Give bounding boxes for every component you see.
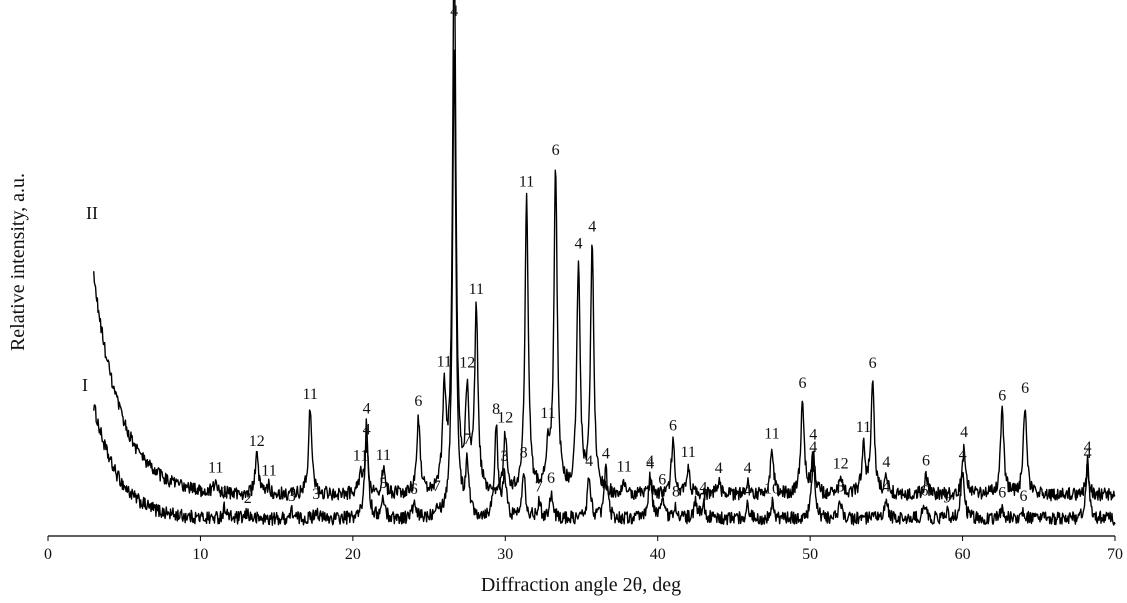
peak-label: 7 — [433, 478, 441, 495]
peak-label: 3 — [501, 448, 509, 465]
x-tick-label: 60 — [955, 546, 971, 563]
peak-label: 12 — [459, 355, 475, 372]
peak-label: 11 — [519, 174, 534, 191]
peak-label: 6 — [669, 418, 677, 435]
peak-label: 4 — [882, 479, 890, 496]
peak-label: 12 — [833, 455, 849, 472]
x-tick-label: 10 — [192, 546, 208, 563]
peak-label: 4 — [1084, 439, 1092, 456]
peak-label: 6 — [410, 481, 418, 498]
peak-label: 4 — [602, 446, 610, 463]
peak-label: 4 — [699, 480, 707, 497]
peak-label: 6 — [547, 470, 555, 487]
x-axis-title: Diffraction angle 2θ, deg — [481, 574, 681, 596]
x-tick-label: 20 — [345, 546, 361, 563]
peak-label: 8 — [520, 445, 528, 462]
axes: 0 10 20 30 40 50 60 70 — [44, 535, 1123, 563]
peak-label: 11 — [376, 447, 391, 464]
peak-label: 6 — [414, 393, 422, 410]
series-label-I: I — [82, 375, 88, 395]
peak-label: 6 — [1020, 488, 1028, 505]
peak-label: 4 — [588, 219, 596, 236]
x-ticks: 0 10 20 30 40 50 60 70 — [44, 536, 1123, 563]
peak-label: 11 — [302, 386, 317, 403]
peak-label: 4 — [363, 422, 371, 439]
peak-label: 3 — [837, 479, 845, 496]
peak-label: 4 — [715, 460, 723, 477]
peak-label: 6 — [998, 388, 1006, 405]
series-label-II: II — [86, 203, 98, 223]
peak-label: 8 — [492, 401, 500, 418]
x-tick-label: 70 — [1107, 546, 1123, 563]
peak-label: 4 — [646, 455, 654, 472]
peak-label: 11 — [437, 353, 452, 370]
y-axis-title: Relative intensity, a.u. — [7, 173, 29, 351]
peak-label: 7 — [463, 431, 471, 448]
peak-label: 6 — [799, 375, 807, 392]
peak-label: 4 — [585, 453, 593, 470]
peak-label: 11 — [469, 281, 484, 298]
peak-label: 4 — [809, 427, 817, 444]
peak-label: 2 — [244, 490, 252, 507]
series-line-II — [93, 0, 1116, 502]
peak-label: 11 — [680, 444, 695, 461]
peak-label: 4 — [646, 453, 654, 470]
traces — [93, 0, 1116, 526]
peak-label: 5 — [379, 475, 387, 492]
peak-label: 4 — [882, 454, 890, 471]
peak-label: 8 — [672, 484, 680, 501]
peak-label: 10 — [764, 481, 780, 498]
peak-label: 4 — [744, 460, 752, 477]
peak-label: 3 — [288, 488, 296, 505]
peak-label: 3 — [312, 486, 320, 503]
peak-label: 1 — [221, 484, 229, 501]
peak-label: 11 — [261, 463, 276, 480]
peak-label: 11 — [540, 405, 555, 422]
peak-label: 11 — [764, 426, 779, 443]
peak-label: 4 — [363, 400, 371, 417]
x-tick-label: 50 — [802, 546, 818, 563]
peak-label: 11 — [208, 460, 223, 477]
peak-label: 4 — [960, 424, 968, 441]
peak-label: 4 — [809, 439, 817, 456]
peak-label: 6 — [552, 142, 560, 159]
peak-label: 4 — [575, 236, 583, 253]
peak-label: 7 — [535, 479, 543, 496]
peak-label: 9 — [943, 489, 951, 506]
x-tick-label: 0 — [44, 546, 52, 563]
peak-label: 6 — [869, 355, 877, 372]
peak-label: 4 — [450, 3, 458, 20]
peak-label: 6 — [998, 484, 1006, 501]
peak-label: 4 — [744, 482, 752, 499]
x-tick-label: 40 — [650, 546, 666, 563]
peak-label: 4 — [1084, 445, 1092, 462]
series-line-I — [93, 49, 1116, 526]
x-tick-label: 30 — [497, 546, 513, 563]
peak-label: 6 — [922, 452, 930, 469]
peak-label: 12 — [249, 433, 265, 450]
peak-label: 4 — [959, 446, 967, 463]
peak-label: 12 — [497, 410, 513, 427]
peak-label: 11 — [616, 458, 631, 475]
peak-label: 6 — [658, 472, 666, 489]
peak-label: 11 — [353, 448, 368, 465]
peak-label: 11 — [856, 419, 871, 436]
peak-label: 6 — [921, 482, 929, 499]
peak-label: 6 — [1021, 380, 1029, 397]
